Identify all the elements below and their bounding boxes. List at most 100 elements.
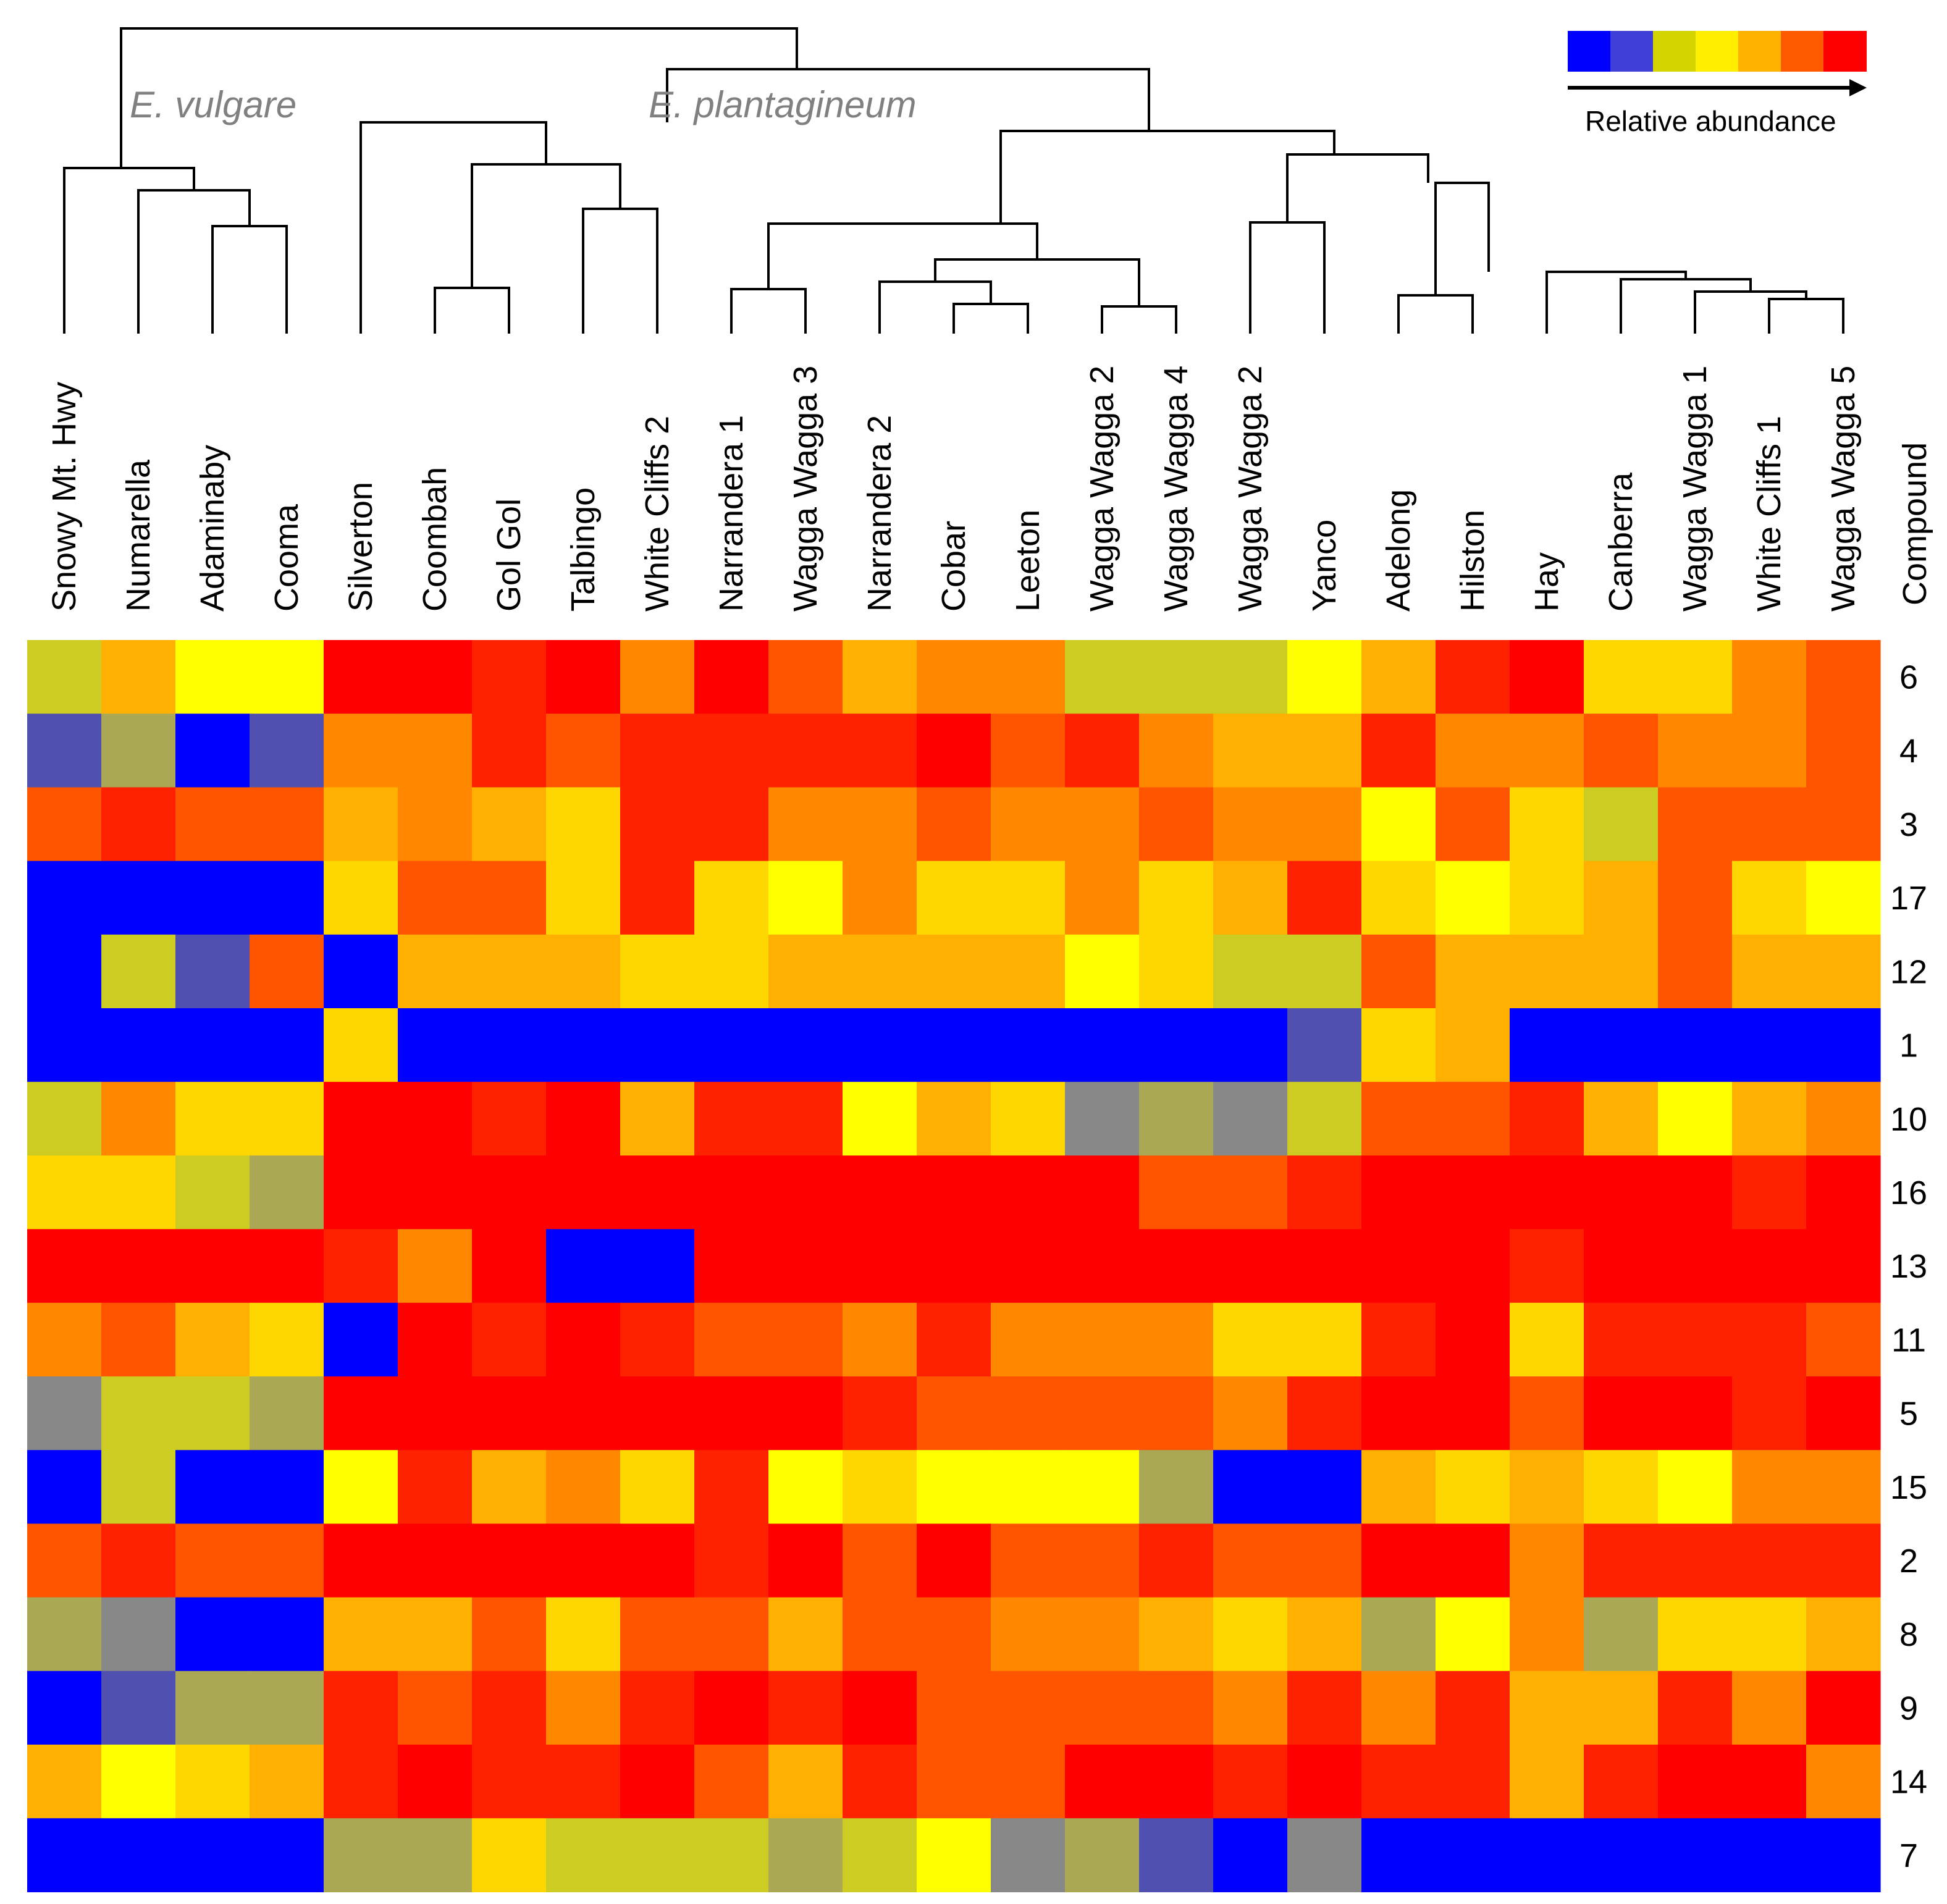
heatmap-cell bbox=[1510, 714, 1584, 788]
heatmap-cell bbox=[175, 1597, 250, 1672]
heatmap-cell bbox=[1806, 1008, 1881, 1082]
heatmap-cell bbox=[27, 714, 102, 788]
heatmap-cell bbox=[1065, 1302, 1140, 1377]
heatmap-cell bbox=[917, 1745, 991, 1819]
row-label: 16 bbox=[1890, 1174, 1927, 1211]
heatmap-cell bbox=[27, 1302, 102, 1377]
heatmap-cell bbox=[27, 1745, 102, 1819]
column-label: Canberra bbox=[1602, 472, 1639, 612]
heatmap-cell bbox=[1065, 1376, 1140, 1451]
heatmap-cell bbox=[917, 1155, 991, 1230]
column-label: Gol Gol bbox=[490, 499, 528, 612]
heatmap-cell bbox=[250, 714, 324, 788]
heatmap-cell bbox=[1658, 934, 1733, 1009]
heatmap-cell bbox=[694, 1008, 769, 1082]
heatmap-cell bbox=[1139, 714, 1214, 788]
heatmap-cell bbox=[1361, 1818, 1436, 1892]
heatmap-cell bbox=[1658, 1745, 1733, 1819]
heatmap-cell bbox=[101, 1745, 176, 1819]
column-label: White Cliffs 2 bbox=[639, 416, 676, 612]
heatmap-cell bbox=[620, 714, 695, 788]
heatmap-cell bbox=[175, 714, 250, 788]
heatmap-cell bbox=[1732, 1008, 1807, 1082]
heatmap-cell bbox=[1287, 1597, 1362, 1672]
heatmap-cell bbox=[101, 1155, 176, 1230]
heatmap-cell bbox=[1065, 1155, 1140, 1230]
heatmap-cell bbox=[175, 1670, 250, 1745]
heatmap-cell bbox=[917, 861, 991, 935]
heatmap-cell bbox=[1361, 934, 1436, 1009]
heatmap-cell bbox=[620, 1229, 695, 1304]
row-label: 15 bbox=[1890, 1469, 1927, 1506]
heatmap-cell bbox=[324, 640, 398, 714]
heatmap-cell bbox=[101, 1376, 176, 1451]
heatmap-cell bbox=[620, 1523, 695, 1598]
heatmap-cell bbox=[1584, 1818, 1659, 1892]
heatmap-cell bbox=[175, 1450, 250, 1524]
heatmap-cell bbox=[1065, 1523, 1140, 1598]
heatmap-cell bbox=[1361, 1155, 1436, 1230]
heatmap-cell bbox=[694, 1082, 769, 1156]
heatmap-cell bbox=[768, 1670, 843, 1745]
heatmap-cell bbox=[1139, 1597, 1214, 1672]
heatmap-cell bbox=[1584, 787, 1659, 862]
heatmap-cell bbox=[620, 934, 695, 1009]
heatmap-cell bbox=[843, 1597, 917, 1672]
heatmap-cell bbox=[250, 640, 324, 714]
heatmap-cell bbox=[1361, 714, 1436, 788]
heatmap-cell bbox=[175, 1082, 250, 1156]
heatmap-cell bbox=[843, 861, 917, 935]
heatmap-cell bbox=[1213, 1302, 1288, 1377]
heatmap-cell bbox=[27, 1376, 102, 1451]
heatmap-cell bbox=[250, 1229, 324, 1304]
dendrogram-branches bbox=[63, 27, 1844, 334]
row-label: 14 bbox=[1890, 1764, 1927, 1801]
heatmap-cell bbox=[1806, 1597, 1881, 1672]
heatmap-cell bbox=[546, 1523, 621, 1598]
heatmap-cell bbox=[1139, 1082, 1214, 1156]
heatmap-cell bbox=[27, 1082, 102, 1156]
column-label: Wagga Wagga 4 bbox=[1158, 366, 1195, 612]
heatmap-cell bbox=[1361, 1082, 1436, 1156]
heatmap-cell bbox=[250, 1302, 324, 1377]
heatmap-cell bbox=[101, 1597, 176, 1672]
heatmap-cell bbox=[768, 1376, 843, 1451]
heatmap-cell bbox=[1510, 1082, 1584, 1156]
heatmap-cell bbox=[1584, 1597, 1659, 1672]
heatmap-cell bbox=[694, 714, 769, 788]
heatmap-cell bbox=[1436, 1376, 1510, 1451]
heatmap-cell bbox=[324, 1008, 398, 1082]
legend-color-scale bbox=[1568, 31, 1867, 72]
heatmap-cell bbox=[175, 1229, 250, 1304]
heatmap-cell bbox=[1584, 640, 1659, 714]
column-label: Cooma bbox=[268, 503, 305, 612]
heatmap-cell bbox=[1732, 934, 1807, 1009]
heatmap-cell bbox=[843, 1670, 917, 1745]
heatmap-cell bbox=[1213, 1523, 1288, 1598]
column-label: Coombah bbox=[416, 467, 453, 612]
heatmap-cell bbox=[1139, 934, 1214, 1009]
legend-swatch bbox=[1610, 31, 1654, 72]
heatmap-cell bbox=[1584, 1745, 1659, 1819]
heatmap-cell bbox=[250, 787, 324, 862]
heatmap-cell bbox=[1806, 787, 1881, 862]
heatmap-cell bbox=[1436, 640, 1510, 714]
heatmap-cell bbox=[27, 1155, 102, 1230]
heatmap-cell bbox=[1361, 787, 1436, 862]
heatmap-cell bbox=[1584, 861, 1659, 935]
heatmap-cell bbox=[472, 1597, 547, 1672]
heatmap-cell bbox=[991, 1376, 1066, 1451]
heatmap-cell bbox=[101, 714, 176, 788]
heatmap-cell bbox=[1806, 1450, 1881, 1524]
heatmap-cell bbox=[1510, 1818, 1584, 1892]
heatmap-cell bbox=[1658, 640, 1733, 714]
heatmap-cell bbox=[1361, 1302, 1436, 1377]
heatmap-cell bbox=[1436, 1523, 1510, 1598]
heatmap-cell bbox=[472, 1376, 547, 1451]
heatmap-cell bbox=[398, 640, 473, 714]
heatmap-cell bbox=[250, 1523, 324, 1598]
heatmap-cell bbox=[324, 1597, 398, 1672]
dendrogram bbox=[63, 27, 1844, 334]
heatmap-cell bbox=[250, 934, 324, 1009]
heatmap-cell bbox=[1361, 1523, 1436, 1598]
